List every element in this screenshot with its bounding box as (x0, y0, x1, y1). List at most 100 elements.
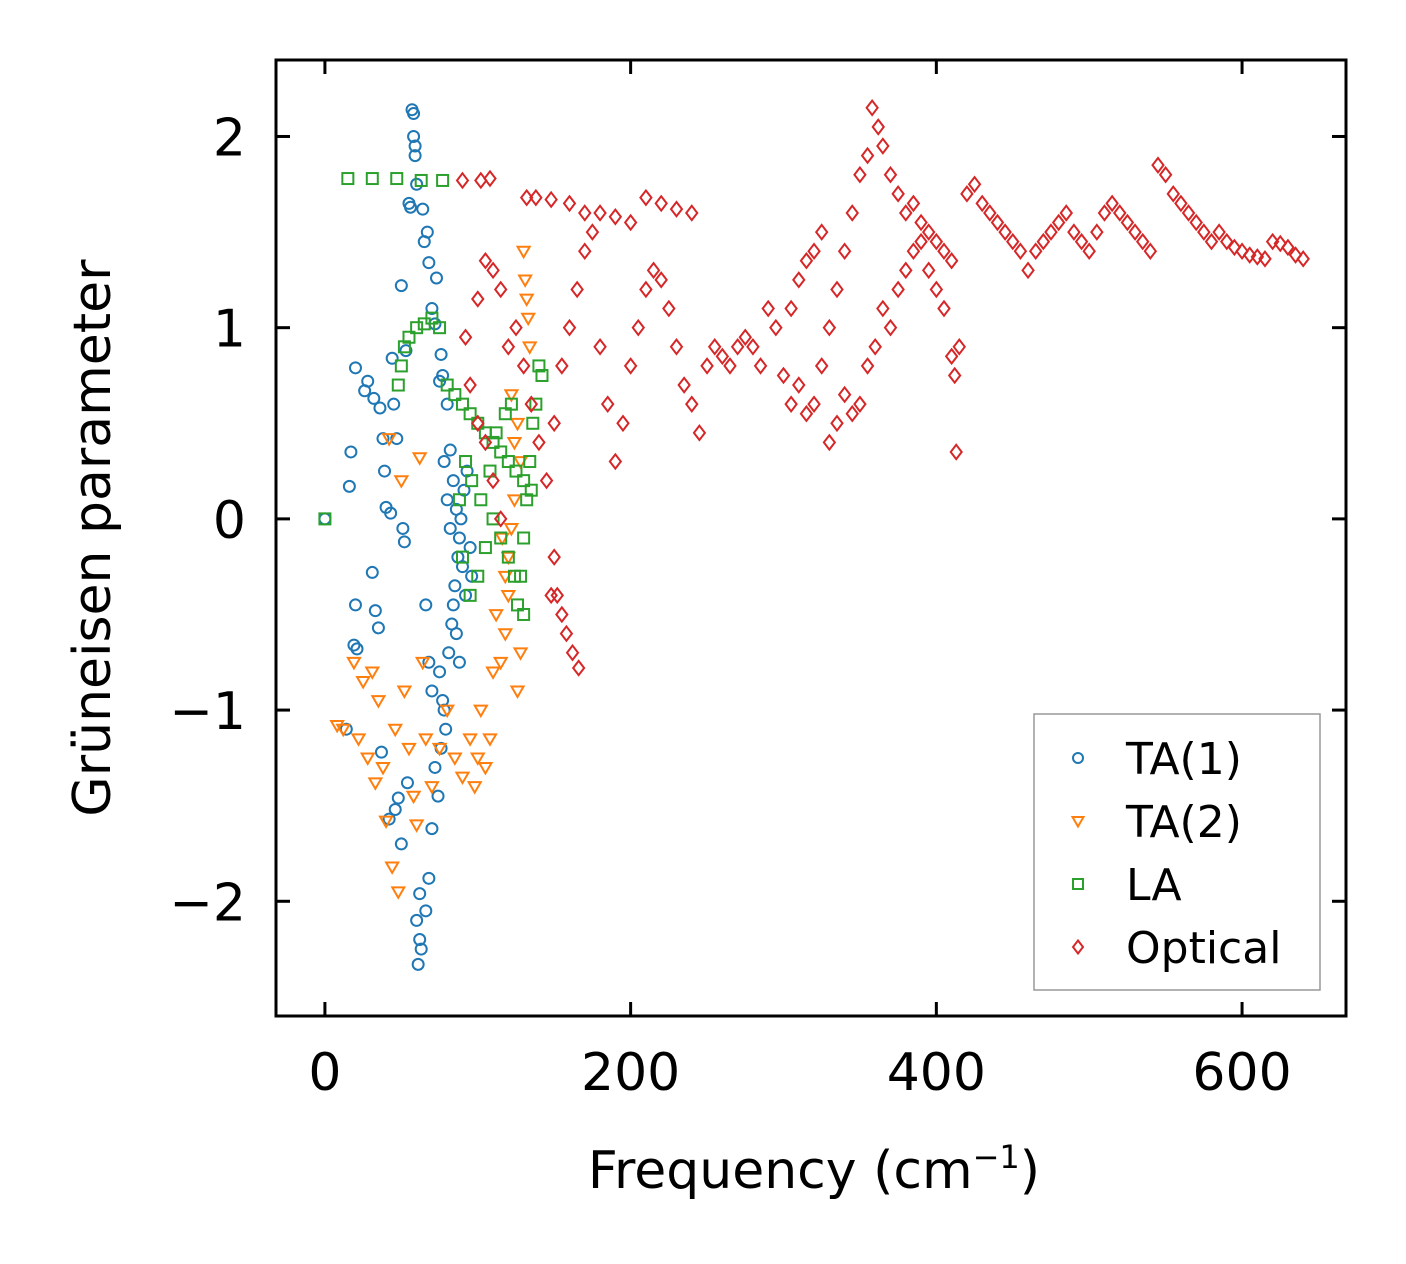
data-point (654, 194, 668, 213)
data-point (784, 395, 798, 413)
data-point (489, 426, 503, 440)
data-point (454, 771, 471, 786)
data-point (871, 118, 886, 136)
data-point (425, 302, 439, 316)
data-point (463, 407, 477, 421)
data-point (547, 414, 561, 433)
data-point (350, 642, 364, 656)
data-point (685, 395, 699, 413)
data-point (384, 506, 398, 520)
data-point (394, 837, 408, 851)
data-point (1090, 223, 1104, 241)
data-point (364, 666, 381, 680)
data-point (1013, 242, 1028, 260)
data-point (335, 723, 352, 738)
legend-label: Optical (1126, 923, 1281, 974)
data-point (654, 271, 668, 289)
data-point (378, 815, 394, 830)
data-point (544, 586, 558, 605)
data-point (562, 318, 577, 337)
data-point (390, 886, 407, 900)
data-point (410, 321, 424, 335)
data-point (639, 280, 653, 299)
data-point (868, 338, 882, 356)
data-point (822, 318, 837, 337)
data-point (929, 232, 944, 251)
data-point (662, 299, 676, 318)
data-point (776, 366, 791, 385)
data-point (515, 245, 532, 260)
data-point (440, 397, 454, 411)
data-point (876, 137, 890, 155)
data-point (404, 200, 418, 214)
data-point (373, 401, 387, 415)
plot-frame (274, 58, 1348, 1018)
data-point (447, 752, 463, 766)
plot-area (318, 99, 1310, 971)
data-point (396, 521, 410, 535)
data-point (830, 414, 844, 433)
data-point (420, 225, 434, 239)
data-point (501, 338, 516, 356)
data-point (1051, 213, 1066, 232)
data-point (390, 172, 404, 186)
data-point (1151, 156, 1165, 174)
data-point (516, 357, 531, 375)
data-point (937, 242, 951, 260)
data-point (376, 432, 390, 446)
data-point (738, 328, 753, 347)
data-point (448, 388, 462, 402)
data-point (425, 684, 439, 698)
data-point (523, 455, 537, 469)
data-point (990, 213, 1005, 232)
data-point (585, 223, 600, 241)
data-point (391, 791, 405, 805)
data-point (408, 819, 425, 833)
data-point (455, 171, 470, 190)
data-point (517, 274, 533, 288)
data-point (1006, 232, 1020, 251)
data-point (463, 588, 477, 602)
data-point (471, 569, 485, 583)
data-point (462, 733, 478, 747)
data-point (1197, 223, 1211, 241)
data-point (1227, 238, 1242, 257)
data-point (361, 374, 375, 388)
data-point (865, 99, 879, 117)
y-tick-label: 1 (213, 300, 246, 360)
data-point (368, 604, 382, 618)
data-point (501, 550, 515, 564)
data-point (422, 655, 436, 669)
data-point (350, 733, 367, 747)
data-point (424, 781, 440, 795)
data-point (1242, 246, 1257, 264)
data-point (944, 347, 959, 366)
data-point (318, 512, 332, 526)
data-point (578, 242, 592, 260)
data-point (799, 251, 814, 270)
data-point (845, 204, 860, 222)
data-point (1273, 234, 1288, 253)
data-point (830, 280, 844, 299)
data-point (1036, 232, 1051, 251)
data-point (883, 318, 898, 337)
data-point (504, 397, 518, 411)
data-point (486, 261, 500, 280)
data-point (669, 200, 684, 218)
data-point (565, 643, 580, 662)
data-point (455, 550, 469, 564)
data-point (413, 933, 427, 947)
data-point (397, 535, 411, 549)
x-axis-label: Frequency (cm−1) (588, 1138, 1040, 1201)
data-point (382, 812, 396, 826)
data-point (425, 311, 439, 325)
data-point (700, 357, 714, 375)
data-point (876, 299, 890, 318)
data-point (439, 704, 455, 719)
series-TA(1) (318, 103, 479, 971)
data-point (414, 942, 428, 956)
data-point (571, 659, 586, 677)
data-point (394, 279, 408, 293)
data-point (685, 204, 699, 222)
data-point (1258, 250, 1272, 268)
